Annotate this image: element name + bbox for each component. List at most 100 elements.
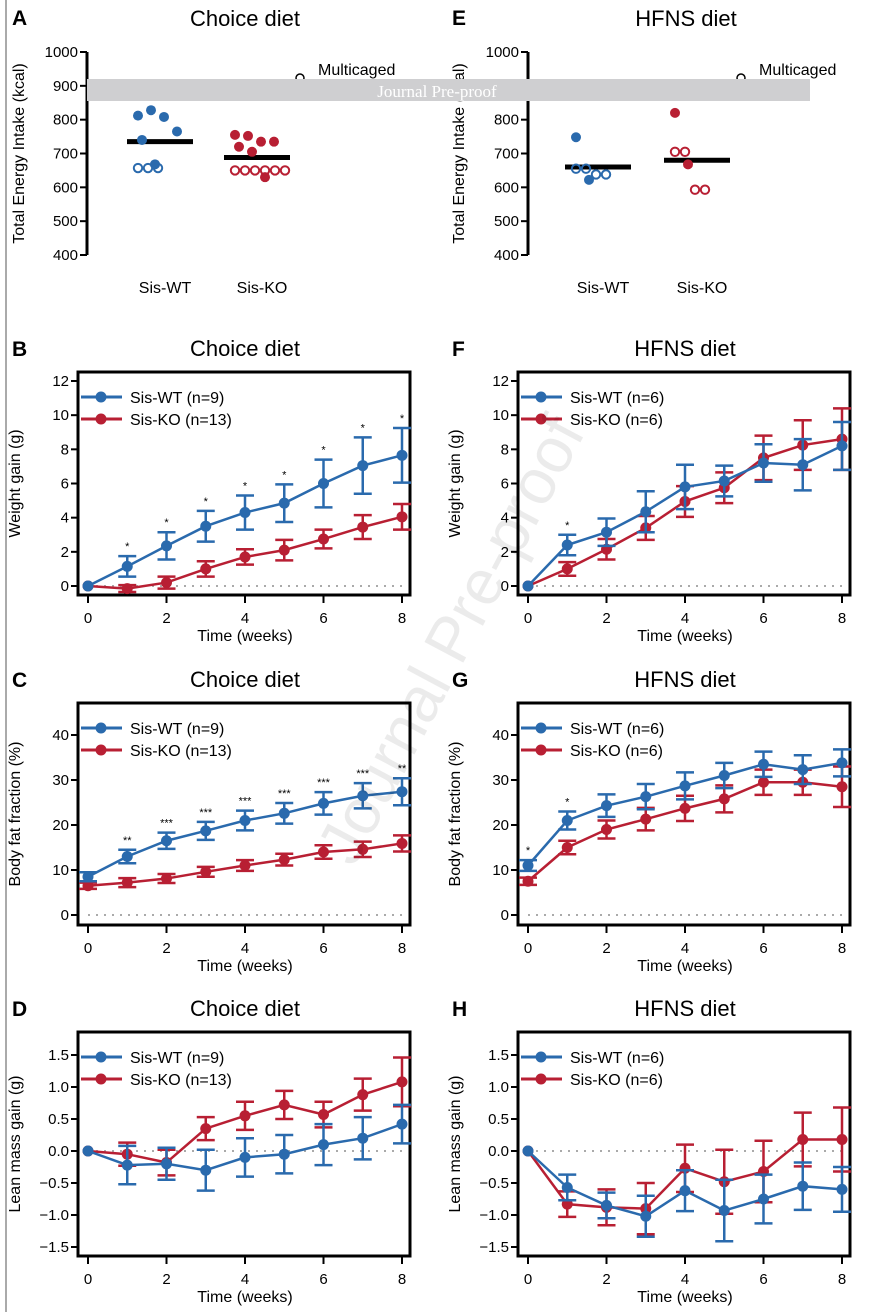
- significance-marker: ***: [356, 768, 370, 780]
- panel-letter: A: [12, 7, 27, 30]
- data-point: [836, 1133, 848, 1145]
- data-point: [396, 786, 408, 798]
- y-tick-label: 1000: [486, 44, 519, 61]
- y-tick-label: 12: [492, 373, 509, 390]
- panel-title: Choice diet: [190, 996, 300, 1021]
- panel-letter: E: [452, 7, 466, 30]
- y-tick-label: 1000: [45, 44, 78, 61]
- data-point: [357, 1132, 369, 1144]
- x-tick-label: 8: [398, 1271, 406, 1288]
- x-tick-label: 2: [162, 610, 170, 627]
- data-point: [640, 1210, 652, 1222]
- x-axis-label: Time (weeks): [637, 1289, 732, 1306]
- y-tick-label: 30: [492, 772, 509, 789]
- open-point: [269, 165, 281, 176]
- data-point: [561, 815, 573, 826]
- legend-multicaged: Multicaged: [759, 62, 836, 79]
- data-point: [522, 1145, 534, 1157]
- x-tick-label: 6: [759, 940, 767, 957]
- panel-A: A Choice diet 400 500 600 700 800 900 1000 Total …: [11, 6, 395, 297]
- legend-marker: [535, 1051, 547, 1063]
- data-point: [718, 770, 730, 781]
- filled-point: [159, 111, 169, 122]
- data-point: [121, 583, 133, 595]
- y-axis-label: Lean mass gain (g): [7, 1076, 24, 1213]
- significance-marker: *: [164, 517, 169, 529]
- data-point: [601, 526, 612, 538]
- y-axis-label: Weight gain (g): [447, 429, 464, 537]
- x-category-label: Sis-KO: [237, 280, 288, 297]
- x-tick-label: 6: [759, 1271, 767, 1288]
- data-point: [758, 457, 769, 469]
- x-tick-label: 0: [524, 610, 532, 627]
- panel-letter: B: [12, 338, 27, 361]
- data-point: [718, 1205, 730, 1217]
- x-tick-label: 2: [602, 610, 610, 627]
- data-point: [357, 460, 369, 472]
- data-point: [718, 793, 730, 805]
- data-point: [718, 475, 730, 487]
- watermark-banner-text: Journal Pre-proof: [377, 82, 497, 101]
- data-point: [797, 459, 809, 471]
- legend-marker: [535, 1073, 547, 1085]
- data-point: [640, 506, 652, 518]
- y-tick-label: 700: [53, 146, 78, 163]
- filled-point: [243, 130, 253, 141]
- significance-marker: *: [565, 797, 570, 809]
- data-point: [318, 478, 329, 489]
- data-point: [561, 1181, 573, 1193]
- significance-marker: ***: [199, 807, 213, 819]
- y-tick-label: 10: [492, 862, 509, 879]
- significance-marker: *: [125, 541, 130, 553]
- panel-title: HFNS diet: [634, 667, 735, 692]
- panel-C: C Choice diet 0 10 20 30 40 0 2 4 6 8 Time (weeks) Bo…: [7, 667, 412, 975]
- data-point: [161, 577, 172, 589]
- data-point: [640, 813, 652, 825]
- data-point: [836, 757, 848, 769]
- y-tick-label: 700: [494, 146, 519, 163]
- x-tick-label: 6: [319, 940, 327, 957]
- data-point: [278, 1099, 290, 1111]
- y-tick-label: −0.5: [39, 1175, 69, 1192]
- data-point: [278, 544, 290, 556]
- data-point: [121, 1159, 133, 1171]
- y-tick-label: 2: [501, 544, 509, 561]
- filled-point: [269, 136, 279, 147]
- legend-label: Sis-KO (n=6): [570, 1072, 663, 1089]
- data-point: [601, 824, 612, 835]
- panel-letter: D: [12, 998, 27, 1021]
- significance-marker: *: [565, 520, 570, 532]
- panel-title: Choice diet: [190, 336, 300, 361]
- data-point: [357, 521, 369, 533]
- significance-marker: ***: [317, 777, 331, 789]
- data-point: [239, 507, 251, 519]
- data-point: [357, 1089, 369, 1101]
- y-tick-label: 6: [501, 476, 509, 493]
- legend-label: Sis-WT (n=6): [570, 1050, 664, 1067]
- filled-point: [133, 110, 143, 121]
- x-category-label: Sis-WT: [139, 280, 192, 297]
- x-tick-label: 2: [602, 940, 610, 957]
- legend-label: Sis-WT (n=6): [570, 721, 664, 738]
- data-point: [82, 880, 94, 892]
- panel-letter: H: [452, 998, 467, 1021]
- y-axis-label: Total Energy Intake (kcal): [451, 63, 468, 244]
- panel-B: B Choice diet 0 2 4 6 8 10 12 0 2 4 6 8 Time (weeks) We…: [7, 336, 412, 645]
- x-tick-label: 8: [398, 610, 406, 627]
- data-point: [679, 802, 691, 814]
- data-point: [318, 1139, 329, 1151]
- y-tick-label: 10: [492, 407, 509, 424]
- significance-marker: *: [526, 845, 531, 857]
- data-point: [239, 1110, 251, 1122]
- x-axis-label: Time (weeks): [637, 958, 732, 975]
- filled-point: [230, 129, 240, 140]
- y-tick-label: 600: [53, 179, 78, 196]
- legend-label: Sis-KO (n=13): [130, 743, 232, 760]
- y-tick-label: 1.5: [48, 1047, 69, 1064]
- data-point: [239, 860, 251, 871]
- data-point: [640, 791, 652, 803]
- x-tick-label: 4: [241, 1271, 249, 1288]
- data-point: [396, 1076, 408, 1088]
- data-point: [522, 860, 534, 871]
